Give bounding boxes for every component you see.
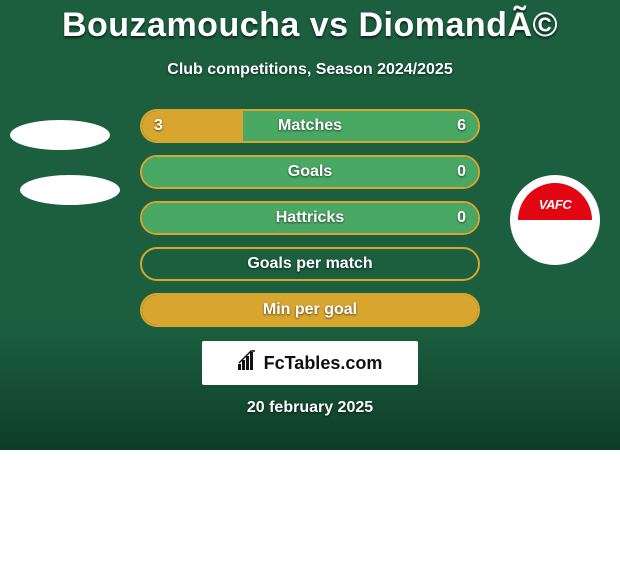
- bar-value-right: 0: [457, 163, 466, 181]
- stat-bar: Matches3 6: [140, 109, 480, 143]
- stat-bar: Hattricks0: [140, 201, 480, 235]
- bar-label: Hattricks: [142, 209, 478, 227]
- chart-icon: [238, 350, 260, 377]
- bar-value-left: 3: [154, 117, 163, 135]
- page-title: Bouzamoucha vs DiomandÃ©: [0, 6, 620, 45]
- player-badge-placeholder: [10, 120, 110, 150]
- player-badge-placeholder: [20, 175, 120, 205]
- club-logo-ring: VAFC: [510, 175, 600, 265]
- club-logo-text: VAFC: [539, 197, 571, 212]
- stat-bar: Goals per match: [140, 247, 480, 281]
- site-logo-text: FcTables.com: [264, 353, 383, 374]
- bar-label: Matches: [142, 117, 478, 135]
- stat-bar: Min per goal: [140, 293, 480, 327]
- club-logo: VAFC: [510, 175, 600, 265]
- bar-value-right: 0: [457, 209, 466, 227]
- stat-bar: Goals0: [140, 155, 480, 189]
- subtitle: Club competitions, Season 2024/2025: [0, 61, 620, 79]
- comparison-card: Bouzamoucha vs DiomandÃ© Club competitio…: [0, 0, 620, 450]
- bar-label: Min per goal: [142, 301, 478, 319]
- date-label: 20 february 2025: [0, 399, 620, 417]
- site-logo-box: FcTables.com: [202, 341, 418, 385]
- bar-value-right: 6: [457, 117, 466, 135]
- club-logo-inner: VAFC: [518, 183, 592, 257]
- bar-label: Goals per match: [142, 255, 478, 273]
- bar-label: Goals: [142, 163, 478, 181]
